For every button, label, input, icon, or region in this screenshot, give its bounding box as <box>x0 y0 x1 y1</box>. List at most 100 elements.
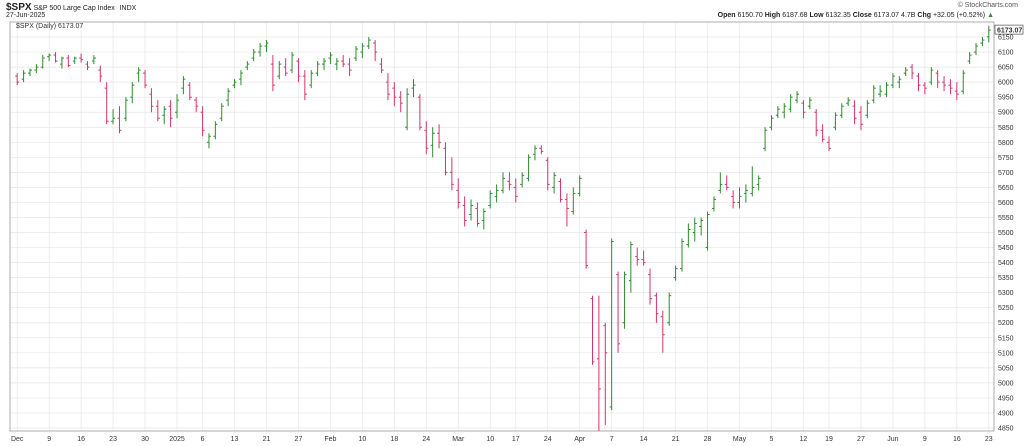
ohlc-bar <box>584 229 589 269</box>
ohlc-bar <box>117 106 122 134</box>
ohlc-bar <box>596 295 601 431</box>
x-tick-label: 10 <box>358 436 366 443</box>
x-tick-label: 5 <box>770 436 774 443</box>
last-price-text: 6173.07 <box>997 28 1022 35</box>
ohlc-bar <box>136 67 141 83</box>
ohlc-bar <box>878 85 883 98</box>
close-value: 6173.07 <box>873 12 900 19</box>
ohlc-bar <box>347 58 352 77</box>
ohlc-bar <box>635 247 640 266</box>
ohlc-bar <box>807 97 812 110</box>
stockcharts-credit[interactable]: © StockCharts.com <box>957 2 1018 9</box>
ohlc-bar <box>775 106 780 119</box>
ohlc-bar <box>40 55 45 69</box>
ohlc-bar <box>731 190 736 209</box>
ohlc-bar <box>219 103 224 122</box>
high-label: High <box>764 12 781 19</box>
ohlc-bar <box>795 91 800 104</box>
x-tick-label: 16 <box>953 436 961 443</box>
ohlc-bar <box>494 184 499 203</box>
ohlc-bar <box>213 121 218 140</box>
ohlc-bar <box>507 172 512 191</box>
chart-date: 27-Jun-2025 <box>6 12 46 19</box>
y-axis-ticks: 4850 4900 4950 5000 5050 5100 5150 5200 5250 5300… <box>998 35 1014 433</box>
ohlc-bar <box>852 100 857 125</box>
ohlc-bar <box>961 70 966 95</box>
ohlc-bar <box>85 61 90 71</box>
ohlc-bar <box>769 115 774 131</box>
ohlc-bar <box>72 56 77 65</box>
ohlc-bar <box>782 103 787 119</box>
y-tick-label: 5300 <box>998 290 1014 297</box>
y-tick-label: 5400 <box>998 260 1014 267</box>
ohlc-bar <box>175 94 179 119</box>
ohlc-bar <box>181 76 186 95</box>
chg-up-arrow-icon: ▲ <box>987 12 994 19</box>
exchange-code: INDX <box>119 5 137 12</box>
ohlc-bar <box>405 88 410 131</box>
ohlc-bar <box>711 196 716 212</box>
x-tick-label: Apr <box>574 436 586 443</box>
ohlc-bar <box>897 76 902 89</box>
ohlc-bar <box>916 73 921 92</box>
x-tick-label: Jun <box>887 436 898 443</box>
ohlc-bar <box>155 100 160 122</box>
y-tick-label: 6050 <box>998 65 1014 72</box>
y-tick-label: 6100 <box>998 50 1014 57</box>
x-tick-label: 10 <box>486 436 494 443</box>
y-tick-label: 6150 <box>998 35 1014 42</box>
x-tick-label: 27 <box>295 436 303 443</box>
ohlc-bar <box>865 100 870 119</box>
ohlc-bar <box>449 157 454 191</box>
y-tick-label: 4900 <box>998 410 1014 417</box>
ohlc-bar <box>79 53 84 63</box>
x-tick-label: 13 <box>231 436 239 443</box>
ohlc-bar <box>616 271 621 353</box>
y-tick-label: 5650 <box>998 185 1014 192</box>
ohlc-bar <box>385 73 390 101</box>
x-tick-label: 21 <box>263 436 271 443</box>
ohlc-bar <box>232 79 237 89</box>
y-tick-label: 6000 <box>998 80 1014 87</box>
close-label: Close <box>852 12 872 19</box>
y-tick-label: 5450 <box>998 245 1014 252</box>
ohlc-bar <box>699 217 704 236</box>
ohlc-bar <box>264 40 269 53</box>
ohlc-bar <box>411 79 416 98</box>
y-tick-label: 5500 <box>998 230 1014 237</box>
ohlc-bar <box>168 100 173 128</box>
y-tick-label: 5000 <box>998 380 1014 387</box>
ohlc-bar <box>673 265 678 281</box>
y-tick-label: 5850 <box>998 125 1014 132</box>
ohlc-bar <box>290 52 295 74</box>
chg-label: Chg <box>917 12 931 19</box>
ohlc-bar <box>417 94 422 131</box>
y-tick-label: 5100 <box>998 350 1014 357</box>
ohlc-bar <box>226 88 231 107</box>
ohlc-bar <box>814 109 819 137</box>
ohlc-bar <box>258 43 263 57</box>
x-tick-label: 14 <box>640 436 648 443</box>
x-tick-label: 24 <box>422 436 430 443</box>
x-tick-label: 24 <box>544 436 552 443</box>
ohlc-bar <box>974 43 979 56</box>
ohlc-bar <box>111 109 116 125</box>
ohlc-bar <box>456 178 461 209</box>
ohlc-bar <box>443 142 448 176</box>
ohlc-bar <box>66 55 71 68</box>
ohlc-bar <box>833 112 838 131</box>
symbol-text: $SPX <box>6 2 32 13</box>
ohlc-bar <box>743 184 748 203</box>
ohlc-bar <box>788 94 793 113</box>
ohlc-bar <box>667 292 672 326</box>
ohlc-bar <box>820 124 825 143</box>
y-tick-label: 5200 <box>998 320 1014 327</box>
x-axis-ticks: Dec 9 16 23 30 2025 6 13 21 27 Feb 10 18 24 Mar 10 17 24 A… <box>11 436 993 443</box>
ohlc-bar <box>373 40 378 62</box>
ohlc-bar <box>986 25 991 43</box>
ohlc-bar <box>104 82 109 125</box>
x-tick-label: 7 <box>610 436 614 443</box>
ohlc-bar <box>513 178 518 203</box>
ohlc-bar <box>238 70 243 86</box>
